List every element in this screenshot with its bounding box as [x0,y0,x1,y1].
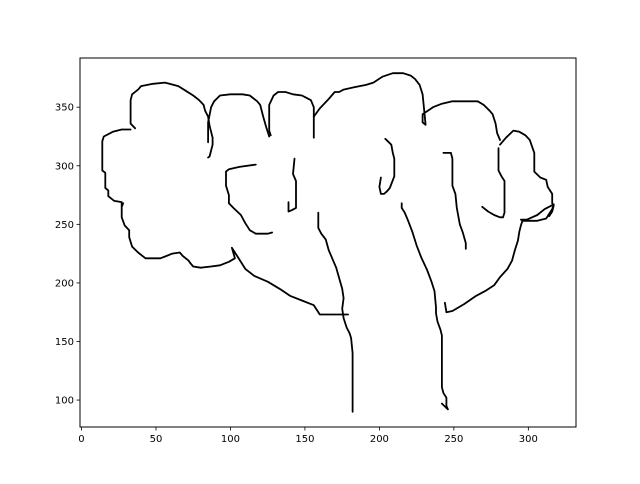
x-tick-label: 250 [444,434,463,445]
series-line-8 [317,211,354,413]
series-line-7 [312,72,501,141]
y-axis: 100 150 200 250 300 350 [55,103,80,407]
y-tick-label: 200 [55,278,74,289]
axes-frame [79,57,577,428]
series-line-6 [287,157,297,213]
x-axis: 0 50 100 150 200 250 300 [78,427,538,445]
series-line-13 [481,147,506,219]
series-line-1 [101,128,350,316]
series-line-10 [400,202,449,411]
y-tick-label: 150 [55,337,74,348]
x-tick-label: 150 [295,434,314,445]
x-tick-label: 0 [78,434,84,445]
series-line-11 [442,151,467,250]
y-tick-label: 350 [55,103,74,114]
x-tick-label: 300 [519,434,538,445]
y-tick-label: 250 [55,220,74,231]
x-tick-label: 200 [370,434,389,445]
series-line-2 [129,81,214,159]
y-tick-label: 300 [55,161,74,172]
x-tick-label: 100 [221,434,240,445]
y-tick-label: 100 [55,396,74,407]
series-line-12 [443,203,555,314]
series-line-4 [225,163,274,235]
x-tick-label: 50 [150,434,163,445]
series-line-15 [520,203,555,221]
series-line-3 [207,93,271,144]
series-line-5 [268,91,315,139]
series-layer [101,72,555,413]
series-line-9 [378,137,396,195]
plot-area [80,58,576,427]
